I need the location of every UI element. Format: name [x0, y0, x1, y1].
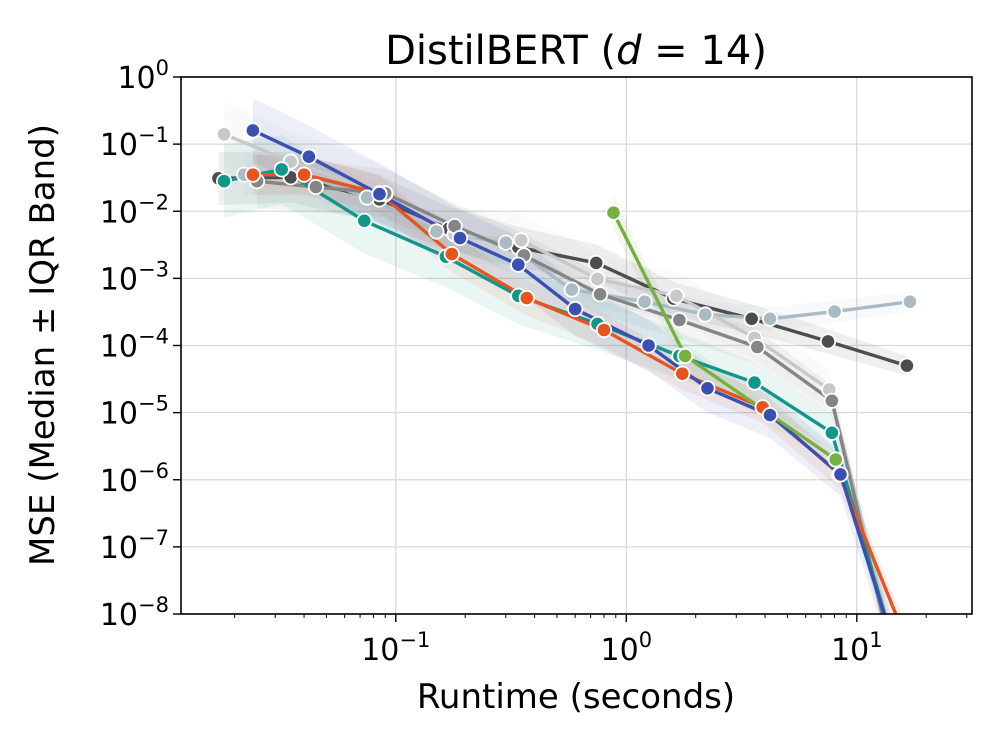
data-point — [749, 338, 766, 356]
data-point — [697, 306, 714, 323]
iqr-band — [613, 195, 836, 468]
data-point — [640, 337, 657, 354]
data-point — [591, 286, 609, 303]
data-point — [244, 166, 261, 183]
iqr-band — [252, 98, 891, 614]
iqr-band — [257, 154, 886, 614]
y-tick-label: 10−2 — [100, 190, 169, 230]
data-point — [518, 289, 535, 307]
data-point — [826, 303, 843, 320]
data-point — [883, 627, 897, 641]
y-tick-label: 100 — [117, 56, 169, 96]
data-point — [827, 451, 844, 468]
data-point — [216, 173, 233, 190]
series-lines — [216, 128, 912, 614]
data-point — [668, 287, 685, 304]
data-point — [513, 232, 530, 249]
data-point — [671, 311, 688, 329]
data-point — [883, 627, 897, 641]
data-point — [588, 254, 605, 271]
data-point — [674, 365, 691, 382]
chart-title: DistilBERT (d = 14) — [385, 28, 767, 74]
data-point — [510, 256, 527, 273]
data-point — [823, 424, 841, 441]
series-line — [222, 132, 888, 614]
data-point — [244, 122, 261, 139]
data-point — [356, 212, 373, 229]
data-point — [761, 310, 779, 327]
y-tick-label: 10−8 — [100, 593, 169, 633]
data-point — [636, 293, 653, 310]
y-tick-label: 10−5 — [100, 392, 169, 432]
data-point — [819, 333, 837, 350]
data-point — [832, 466, 849, 483]
data-point — [901, 293, 919, 310]
data-point — [563, 281, 580, 298]
data-point — [823, 392, 841, 409]
data-point — [897, 627, 911, 641]
data-point — [746, 374, 763, 391]
data-point — [451, 229, 469, 247]
iqr-band — [224, 102, 890, 614]
y-tick-label: 10−7 — [100, 526, 169, 566]
data-point — [371, 186, 388, 203]
x-tick-label: 100 — [601, 628, 653, 668]
data-point — [567, 300, 584, 318]
data-point — [295, 166, 313, 183]
data-point — [497, 234, 514, 251]
y-tick-label: 10−3 — [100, 257, 169, 297]
data-point — [273, 161, 290, 178]
data-point — [898, 357, 916, 374]
x-tick-label: 101 — [831, 628, 883, 668]
data-point — [595, 321, 613, 339]
series-line — [255, 179, 884, 614]
data-point — [761, 406, 779, 424]
data-point — [300, 148, 317, 165]
axis-ticks: 10−1 100 101 100 10−1 10−2 10−3 10−4 10−5 10−6 10−… — [100, 56, 968, 668]
data-point — [743, 310, 760, 327]
data-point — [676, 347, 694, 364]
data-point — [428, 223, 445, 240]
y-tick-label: 10−1 — [100, 123, 169, 163]
data-point — [307, 178, 324, 196]
data-point — [605, 204, 622, 221]
data-point — [216, 126, 233, 143]
y-tick-label: 10−4 — [100, 325, 169, 365]
x-tick-label: 10−1 — [361, 628, 430, 668]
y-axis-label: MSE (Median ± IQR Band) — [23, 124, 63, 566]
series-markers — [210, 122, 919, 641]
y-tick-label: 10−6 — [100, 459, 169, 499]
data-point — [589, 270, 606, 288]
data-point — [699, 380, 716, 397]
iqr-band — [224, 134, 889, 614]
data-point — [443, 246, 460, 263]
data-point — [883, 627, 897, 641]
x-axis-label: Runtime (seconds) — [417, 677, 735, 717]
